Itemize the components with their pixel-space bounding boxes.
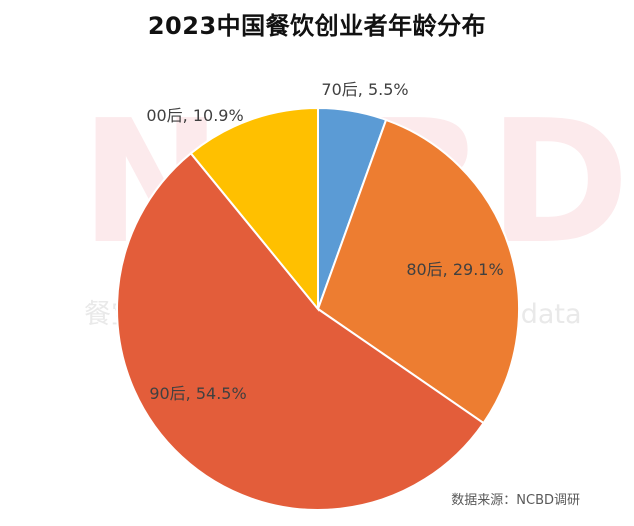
pie-slice-2 xyxy=(316,118,520,425)
slice-label-1: 70后, 5.5% xyxy=(321,80,408,99)
source-note: 数据来源：NCBD调研 xyxy=(451,493,580,508)
pie-slice-4 xyxy=(189,106,319,312)
slice-label-2: 80后, 29.1% xyxy=(406,260,503,279)
slice-label-4: 00后, 10.9% xyxy=(146,106,243,125)
chart-title: 2023中国餐饮创业者年龄分布 xyxy=(147,12,487,40)
slice-label-3: 90后, 54.5% xyxy=(149,384,246,403)
pie-slice-3 xyxy=(116,151,485,511)
